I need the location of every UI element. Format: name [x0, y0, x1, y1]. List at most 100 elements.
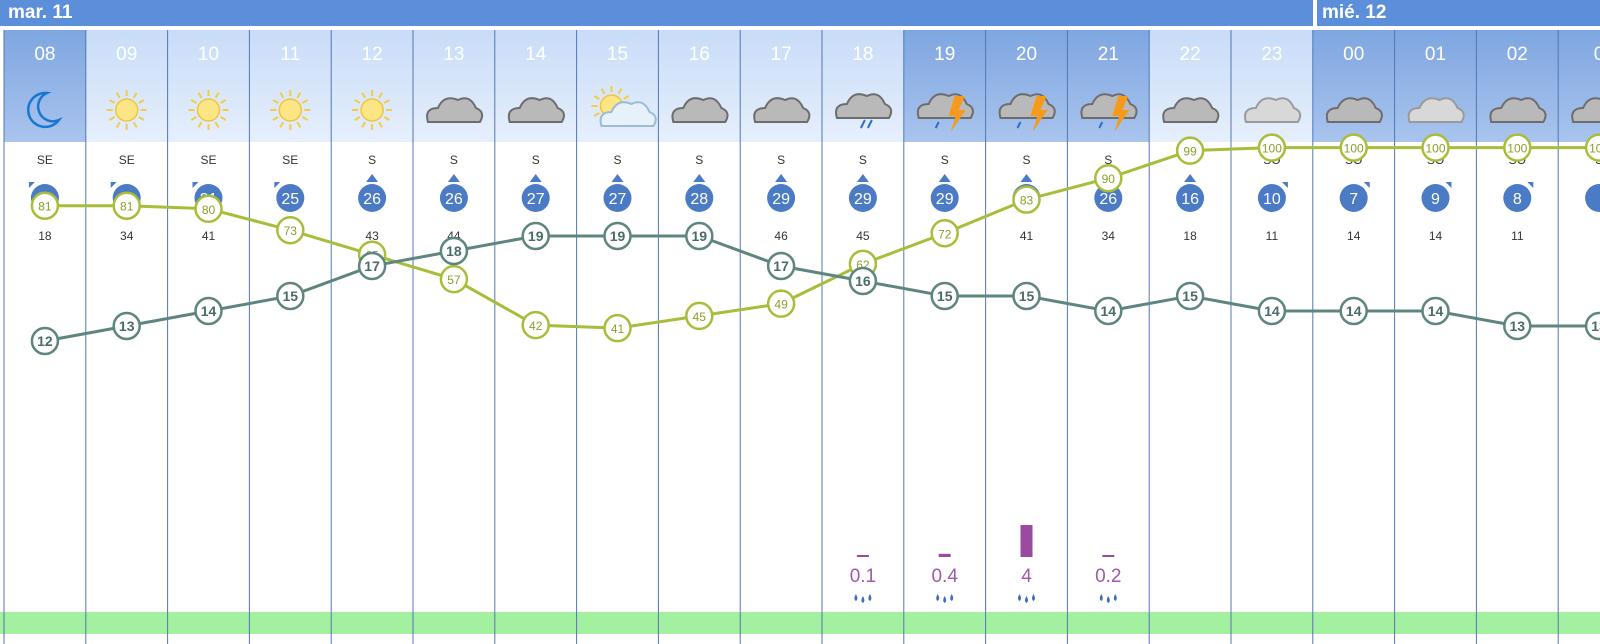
precip-bar: [1102, 555, 1115, 557]
wind-badge: [603, 174, 632, 212]
hour-label: 09: [116, 44, 137, 65]
raindrops-icon: [854, 594, 872, 603]
hour-cell: [249, 30, 332, 142]
hour-label: 0: [1594, 44, 1600, 65]
humidity-value: 72: [938, 227, 952, 241]
cloud-icon: [1162, 97, 1220, 123]
wind-badge: [1503, 182, 1534, 212]
temperature-marker: [1012, 281, 1041, 311]
temperature-value: 15: [1182, 288, 1198, 304]
hour-label: 17: [771, 44, 792, 65]
hour-label: 11: [280, 44, 300, 65]
wind-badge: [274, 182, 305, 212]
humidity-value: 81: [38, 200, 52, 214]
temperature-value: 14: [1101, 303, 1117, 319]
temperature-marker: [685, 221, 714, 251]
hour-label: 13: [443, 44, 464, 65]
hour-label: 02: [1507, 44, 1528, 65]
hour-cell: [85, 30, 168, 142]
temperature-marker: [1257, 296, 1287, 326]
temperature-marker: [1584, 311, 1600, 341]
wind-badge: [1176, 174, 1205, 212]
precip-bar: [1020, 525, 1033, 557]
humidity-marker: [1584, 133, 1600, 162]
temperature-marker: [1094, 296, 1123, 326]
wind-speed: 26: [445, 191, 463, 208]
cloud-icon: [1571, 97, 1600, 123]
humidity-marker: [1012, 185, 1041, 214]
lightning-bolt: [1030, 96, 1048, 132]
moon-icon: [27, 91, 63, 129]
wind-direction: S: [613, 153, 621, 167]
humidity-value: 41: [611, 322, 625, 336]
humidity-marker: [1257, 133, 1287, 162]
temperature-value: 19: [528, 228, 544, 244]
temperature-marker: [848, 266, 878, 296]
hour-label: 20: [1016, 44, 1037, 65]
sun-icon: [188, 90, 229, 130]
hour-label: 12: [362, 44, 383, 65]
wind-gust: 11: [1511, 229, 1524, 243]
precip-value: 4: [1021, 566, 1032, 587]
cloud-icon: [753, 97, 811, 123]
humidity-value: 81: [120, 200, 134, 214]
rain-drop: [860, 119, 866, 129]
sun-icon: [106, 90, 147, 130]
wind-speed: 26: [363, 191, 381, 208]
temperature-value: 13: [1591, 318, 1600, 334]
storm-icon: [916, 93, 974, 132]
temperature-marker: [357, 251, 387, 281]
temperature-value: 17: [773, 258, 789, 274]
humidity-value: 80: [202, 203, 216, 217]
wind-direction: SE: [282, 153, 298, 167]
sun-cloud-icon: [591, 86, 657, 127]
temperature-marker: [521, 221, 550, 251]
wind-direction: SE: [200, 153, 216, 167]
cloud-icon: [426, 97, 484, 123]
hour-cell: [740, 30, 822, 142]
temperature-marker: [194, 296, 223, 326]
wind-speed: 29: [772, 191, 790, 208]
humidity-marker: [766, 289, 796, 318]
humidity-value: 100: [1589, 142, 1600, 156]
hour-label: 16: [689, 44, 710, 65]
humidity-marker: [1421, 133, 1450, 162]
hour-cell: [331, 30, 413, 142]
precip-bar: [856, 555, 869, 557]
humidity-marker: [30, 191, 60, 220]
wind-gust: 14: [1429, 229, 1443, 243]
rain-cloud-icon: [835, 93, 893, 129]
wind-speed: 25: [281, 191, 299, 208]
hour-label: 15: [607, 44, 628, 65]
storm-icon: [1080, 93, 1138, 132]
cloud-part: [599, 101, 657, 127]
humidity-marker: [521, 310, 550, 340]
temperature-marker: [439, 236, 469, 266]
temperature-marker: [603, 221, 632, 251]
humidity-value: 83: [1020, 194, 1034, 208]
wind-gust: 45: [856, 229, 870, 243]
humidity-marker: [603, 313, 632, 343]
wind-badge: [1257, 182, 1288, 212]
humidity-value: 90: [1102, 172, 1116, 186]
wind-gust: 43: [365, 229, 379, 243]
temperature-value: 19: [610, 228, 626, 244]
wind-direction: S: [859, 153, 867, 167]
temperature-value: 14: [1264, 303, 1280, 319]
cloud-icon: [507, 97, 565, 123]
hour-cell: [494, 30, 577, 142]
wind-gust: 46: [774, 229, 788, 243]
day-header-2: mié. 12: [1317, 0, 1600, 26]
hour-label: 10: [198, 44, 219, 65]
temperature-marker: [112, 311, 141, 341]
humidity-marker: [1175, 136, 1205, 165]
temperature-value: 18: [446, 243, 462, 259]
humidity-value: 99: [1183, 145, 1197, 159]
hour-cell: [1312, 30, 1395, 142]
rain-drop: [934, 121, 940, 129]
humidity-value: 100: [1344, 142, 1364, 156]
wind-direction: SE: [119, 153, 135, 167]
hour-cell: [1558, 30, 1600, 142]
raindrops-icon: [1018, 594, 1035, 603]
raindrops-icon: [1099, 594, 1117, 603]
